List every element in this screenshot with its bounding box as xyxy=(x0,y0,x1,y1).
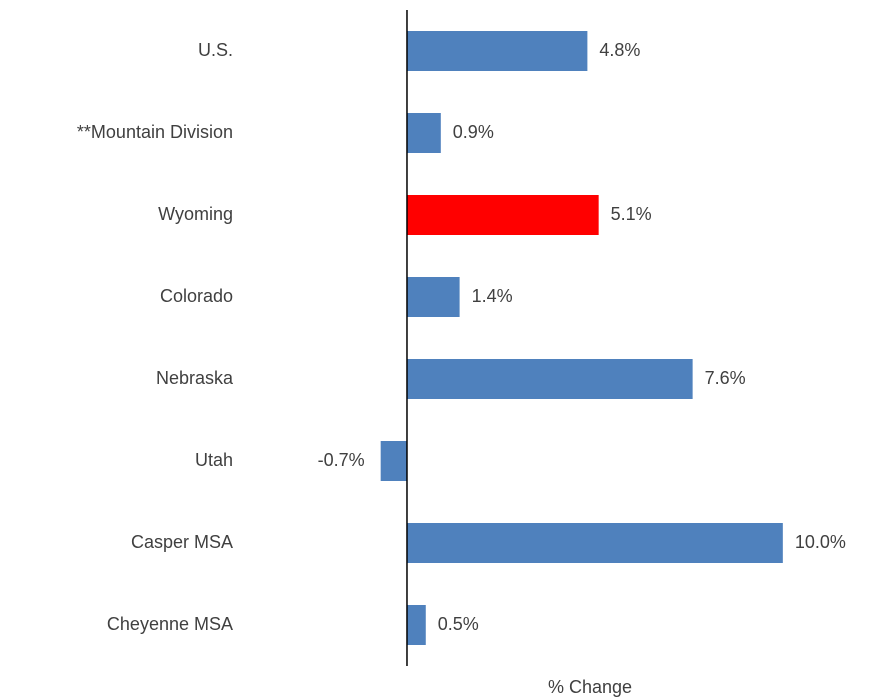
bar xyxy=(406,277,460,317)
category-label: Cheyenne MSA xyxy=(107,614,233,634)
data-label: 5.1% xyxy=(611,204,652,224)
bar xyxy=(406,113,441,153)
x-axis-label: % Change xyxy=(548,677,632,697)
category-label: Wyoming xyxy=(158,204,233,224)
category-label: U.S. xyxy=(198,40,233,60)
data-label: 0.5% xyxy=(438,614,479,634)
bar xyxy=(406,195,599,235)
bar xyxy=(406,31,588,71)
category-label: Utah xyxy=(195,450,233,470)
data-label: 7.6% xyxy=(705,368,746,388)
bar xyxy=(406,605,426,645)
bar xyxy=(406,523,783,563)
data-label: 0.9% xyxy=(453,122,494,142)
category-label: **Mountain Division xyxy=(77,122,233,142)
data-label: -0.7% xyxy=(318,450,365,470)
bar xyxy=(380,441,407,481)
data-label: 4.8% xyxy=(599,40,640,60)
data-label: 10.0% xyxy=(795,532,846,552)
category-label: Colorado xyxy=(160,286,233,306)
category-label: Nebraska xyxy=(156,368,234,388)
category-label: Casper MSA xyxy=(131,532,233,552)
data-label: 1.4% xyxy=(472,286,513,306)
bar xyxy=(406,359,693,399)
